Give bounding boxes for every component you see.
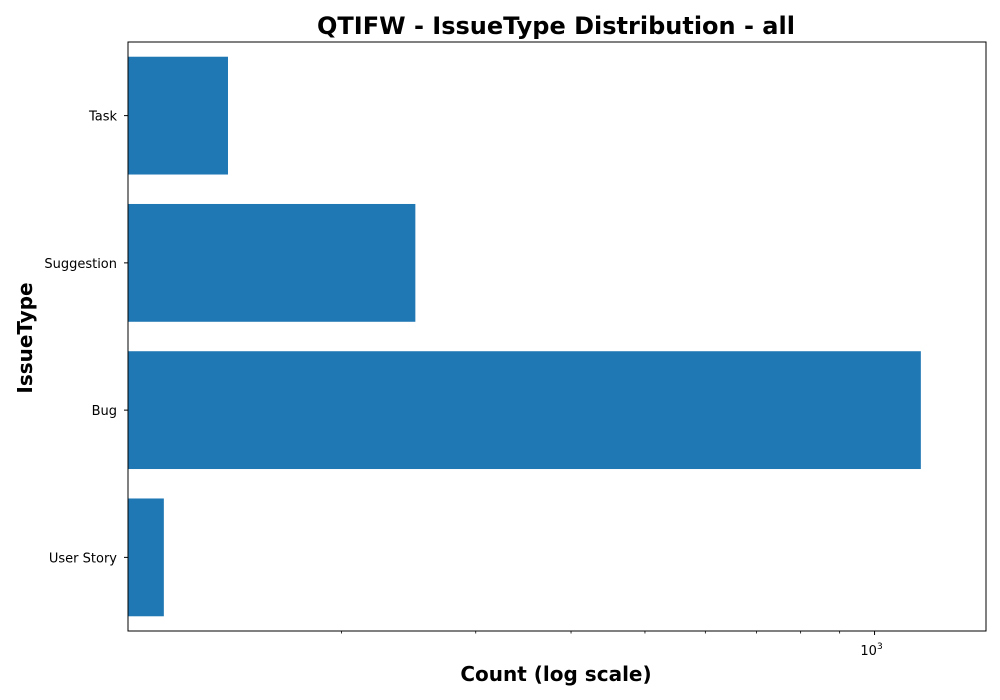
- y-tick-label: Suggestion: [44, 257, 117, 272]
- x-tick-label-base: 10: [860, 644, 877, 659]
- bar-suggestion: [128, 203, 416, 322]
- bar-task: [128, 56, 228, 175]
- x-axis-ticks: 103: [341, 631, 883, 659]
- y-tick-label: Bug: [92, 404, 117, 419]
- x-tick-label-exponent: 3: [877, 642, 883, 652]
- plot-area-frame: [127, 41, 987, 632]
- y-axis-label: IssueType: [13, 282, 37, 393]
- x-tick-label: 103: [860, 642, 882, 659]
- y-tick-label: Task: [88, 110, 118, 125]
- y-axis-ticks: User Story Bug Suggestion Task: [44, 110, 128, 566]
- bar-bug: [128, 351, 921, 470]
- bar-user-story: [128, 498, 164, 617]
- bars-group: [128, 56, 921, 617]
- x-axis-label: Count (log scale): [460, 662, 651, 686]
- chart-title: QTIFW - IssueType Distribution - all: [317, 12, 795, 40]
- y-tick-label: User Story: [49, 551, 117, 566]
